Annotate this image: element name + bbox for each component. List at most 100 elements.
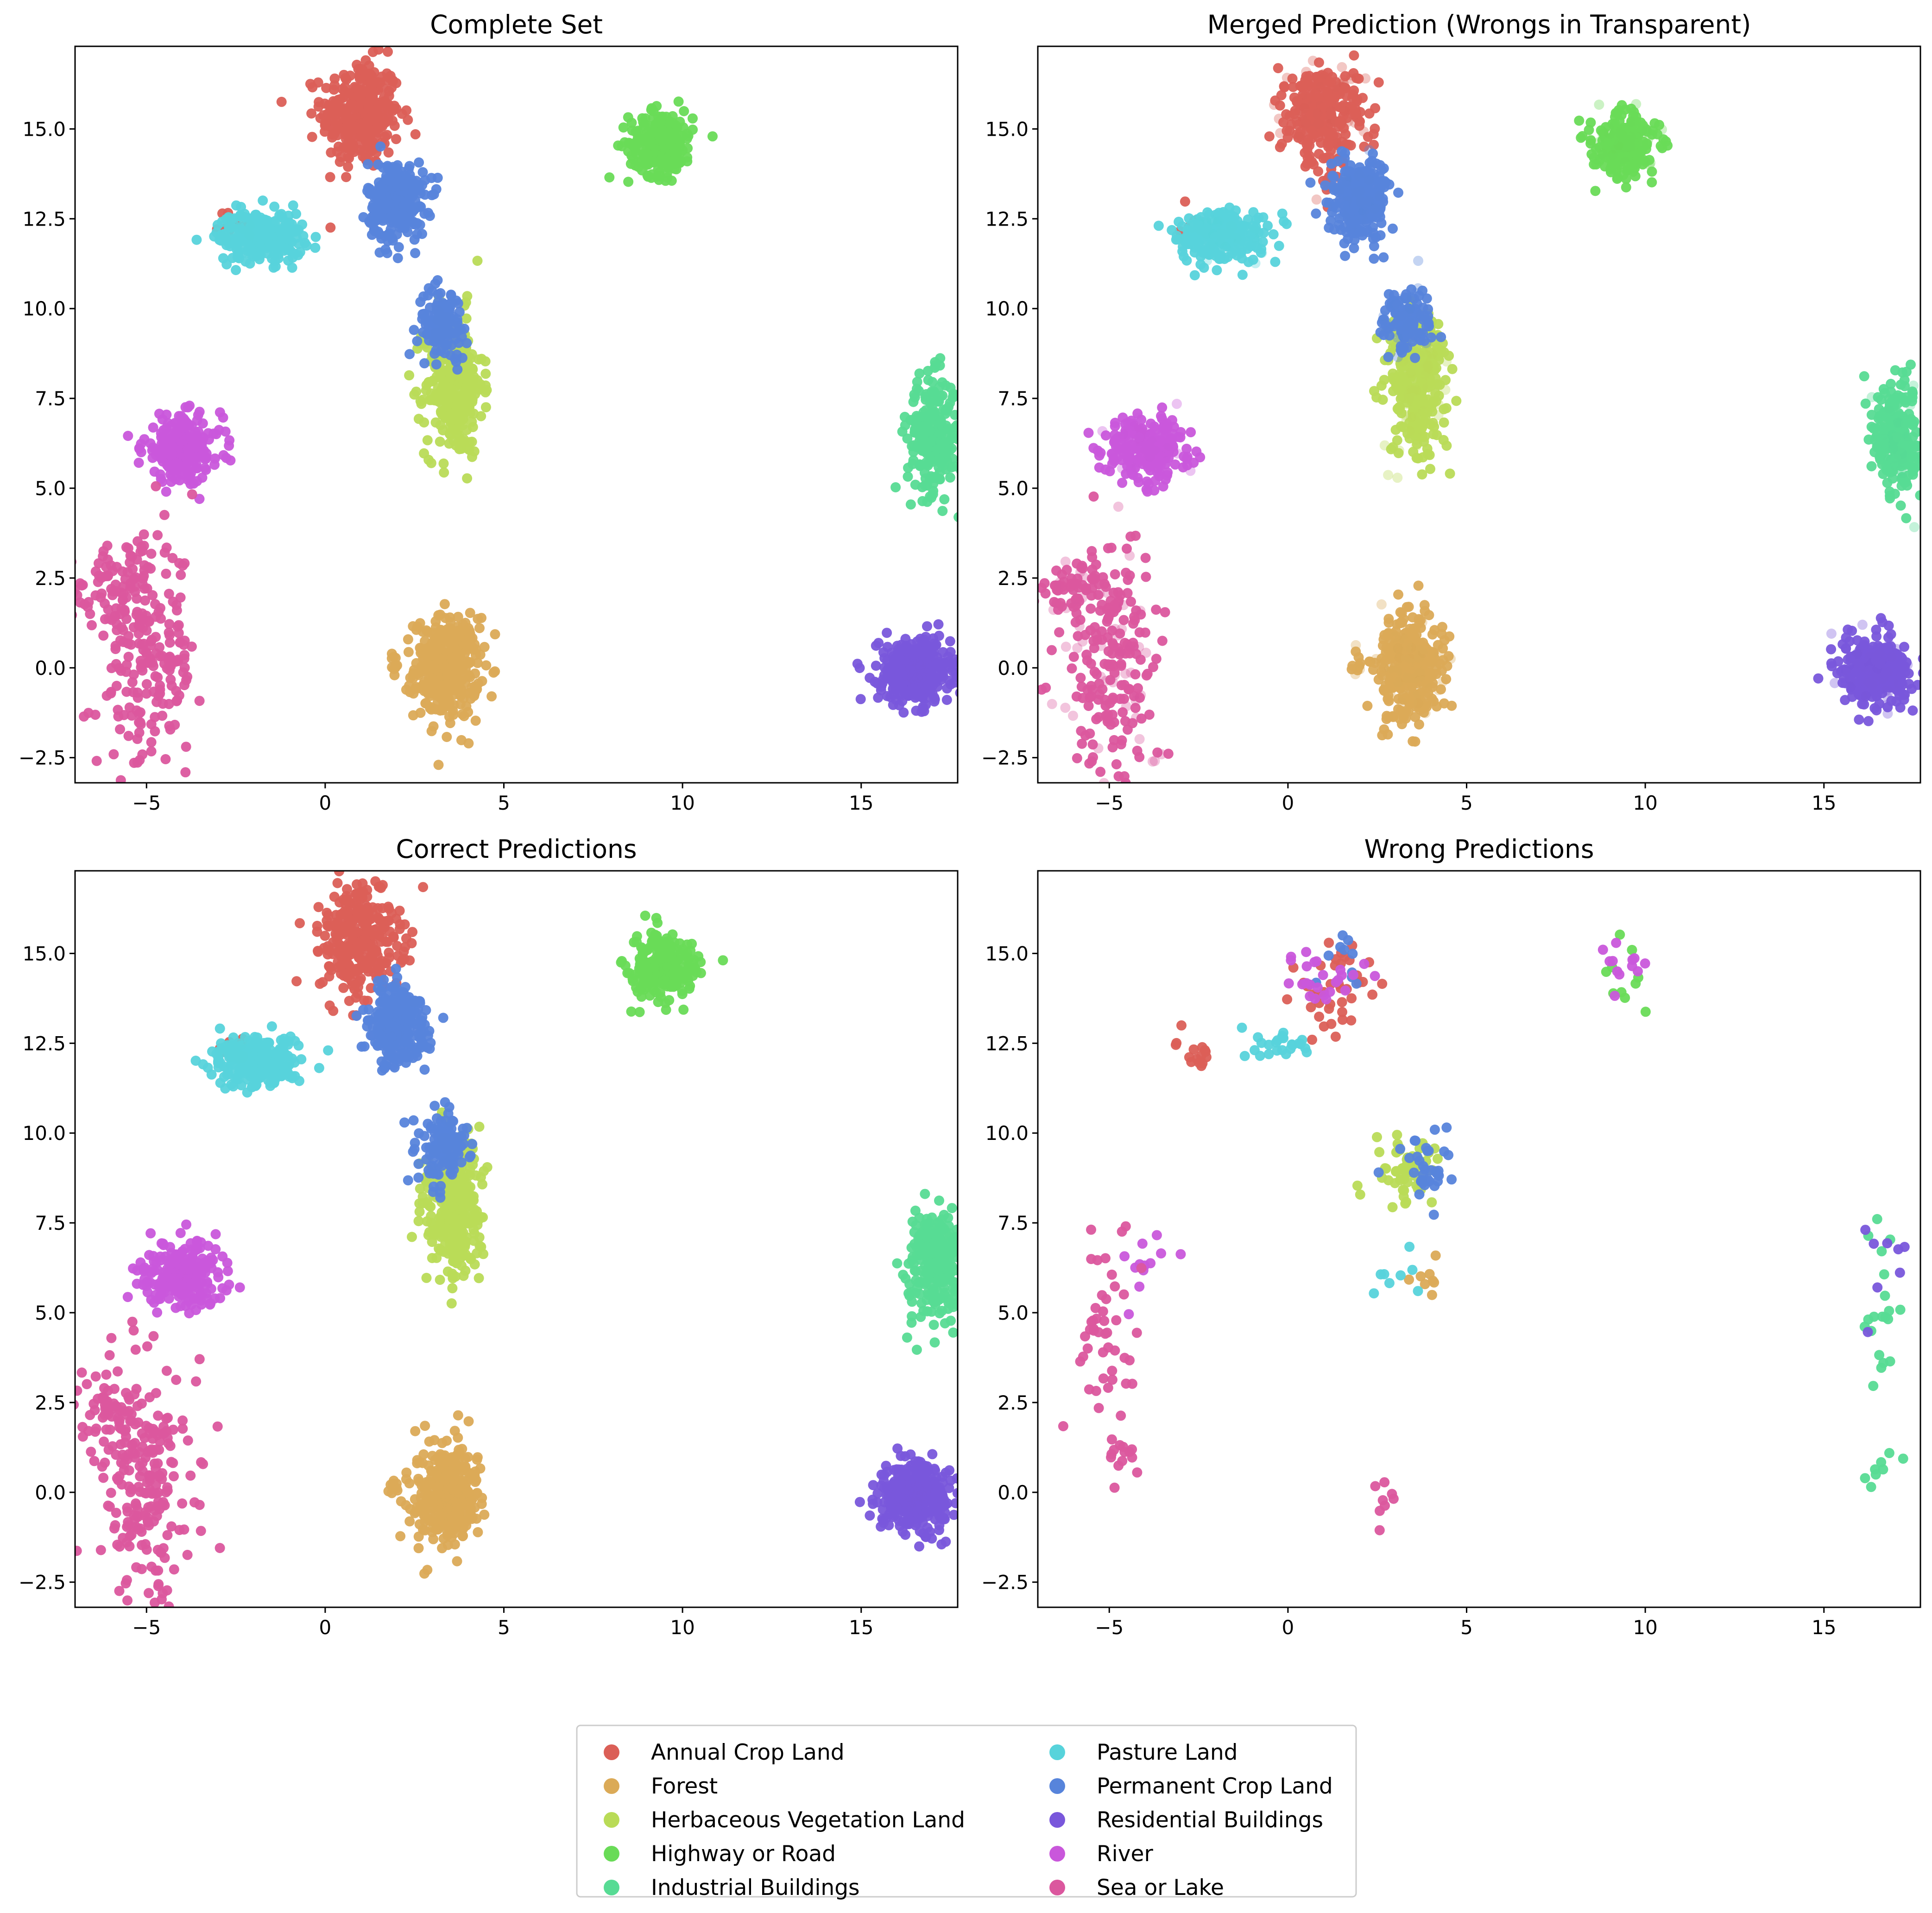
- scatter-point: [148, 442, 158, 453]
- scatter-point: [370, 110, 381, 120]
- scatter-point: [463, 384, 474, 394]
- scatter-point: [467, 416, 477, 427]
- scatter-point: [383, 179, 393, 190]
- scatter-point: [409, 389, 420, 400]
- scatter-point: [445, 718, 455, 729]
- scatter-point: [366, 128, 377, 138]
- scatter-point: [925, 397, 935, 408]
- scatter-point: [1876, 394, 1887, 405]
- scatter-point: [1347, 93, 1357, 103]
- scatter-point: [926, 673, 936, 684]
- scatter-point: [258, 195, 268, 206]
- scatter-point: [1627, 159, 1637, 170]
- scatter-point: [1297, 80, 1307, 91]
- scatter-point: [488, 667, 499, 678]
- scatter-point: [439, 467, 449, 478]
- scatter-point: [1243, 257, 1254, 267]
- scatter-point: [426, 726, 437, 736]
- scatter-point: [637, 165, 647, 176]
- scatter-point: [1444, 351, 1454, 361]
- scatter-point: [903, 472, 913, 482]
- scatter-point: [419, 448, 429, 459]
- scatter-point: [128, 669, 139, 680]
- scatter-point: [1351, 73, 1362, 83]
- scatter-point: [1349, 106, 1359, 117]
- scatter-point: [854, 663, 865, 673]
- scatter-point: [234, 222, 245, 233]
- scatter-point: [446, 290, 456, 301]
- scatter-point: [467, 363, 478, 374]
- scatter-point: [890, 482, 901, 492]
- scatter-point: [1654, 120, 1665, 130]
- scatter-point: [314, 97, 324, 107]
- scatter-point: [1180, 196, 1190, 207]
- scatter-point: [439, 348, 450, 359]
- scatter-point: [115, 775, 126, 783]
- scatter-point: [1414, 676, 1425, 687]
- scatter-point: [1282, 73, 1292, 83]
- scatter-point: [1444, 631, 1455, 642]
- scatter-point: [905, 415, 916, 425]
- scatter-point: [181, 742, 191, 752]
- scatter-point: [87, 620, 97, 630]
- scatter-point: [164, 630, 175, 641]
- scatter-point: [464, 437, 475, 447]
- scatter-point: [385, 212, 395, 223]
- scatter-point: [107, 590, 118, 600]
- scatter-point: [421, 385, 431, 396]
- scatter-point: [164, 665, 175, 675]
- scatter-point: [1392, 472, 1403, 483]
- scatter-point: [139, 529, 149, 540]
- scatter-point: [462, 473, 473, 484]
- scatter-point: [1278, 117, 1288, 128]
- scatter-point: [939, 494, 950, 504]
- scatter-point: [882, 655, 893, 666]
- scatter-point: [329, 129, 340, 139]
- y-tick-label: 5.0: [35, 477, 66, 500]
- scatter-point: [946, 462, 957, 472]
- scatter-point: [1289, 109, 1300, 120]
- scatter-point: [408, 710, 418, 721]
- scatter-point: [345, 114, 355, 125]
- scatter-point: [1594, 100, 1604, 110]
- scatter-point: [393, 242, 404, 252]
- scatter-point: [127, 677, 138, 687]
- scatter-point: [490, 629, 500, 640]
- scatter-point: [373, 159, 384, 170]
- scatter-point: [688, 113, 698, 124]
- scatter-point: [1354, 120, 1365, 131]
- scatter-point: [942, 683, 953, 694]
- scatter-point: [1388, 342, 1398, 353]
- scatter-point: [1395, 705, 1406, 716]
- scatter-point: [1237, 270, 1248, 280]
- scatter-point: [431, 300, 442, 311]
- scatter-point: [1360, 73, 1371, 84]
- scatter-point: [166, 477, 177, 487]
- scatter-point: [110, 579, 121, 590]
- scatter-point: [156, 453, 166, 464]
- scatter-point: [873, 638, 884, 648]
- scatter-point: [403, 647, 414, 657]
- scatter-point: [1631, 116, 1642, 126]
- scatter-point: [618, 122, 629, 133]
- scatter-point: [906, 665, 916, 676]
- scatter-point: [1397, 356, 1408, 366]
- scatter-point: [134, 717, 144, 728]
- scatter-point: [604, 172, 615, 182]
- scatter-point: [1370, 103, 1381, 113]
- scatter-point: [118, 581, 129, 592]
- scatter-point: [416, 646, 427, 656]
- scatter-point: [404, 161, 415, 171]
- scatter-point: [707, 131, 718, 142]
- scatter-point: [673, 138, 683, 149]
- scatter-point: [1892, 432, 1903, 443]
- scatter-point: [249, 232, 259, 242]
- scatter-point: [162, 438, 173, 449]
- scatter-point: [148, 422, 158, 433]
- scatter-point: [922, 411, 933, 422]
- scatter-point: [1323, 141, 1333, 152]
- scatter-point: [161, 542, 172, 553]
- scatter-point: [1886, 378, 1896, 389]
- scatter-point: [943, 402, 954, 412]
- scatter-point: [411, 658, 422, 668]
